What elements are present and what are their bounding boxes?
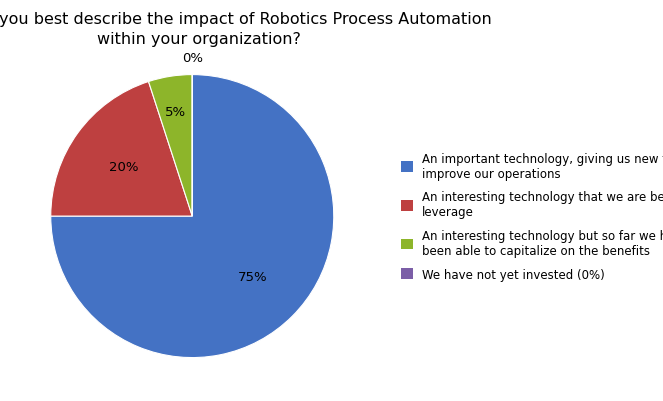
Wedge shape [149,75,192,217]
Text: 0%: 0% [182,52,203,65]
Text: How would you best describe the impact of Robotics Process Automation
within you: How would you best describe the impact o… [0,12,492,47]
Text: 5%: 5% [165,105,186,118]
Legend: An important technology, giving us new tools to
improve our operations, An inter: An important technology, giving us new t… [397,149,663,284]
Text: 20%: 20% [109,160,139,173]
Wedge shape [51,82,192,217]
Text: 75%: 75% [237,270,267,283]
Wedge shape [51,75,333,358]
